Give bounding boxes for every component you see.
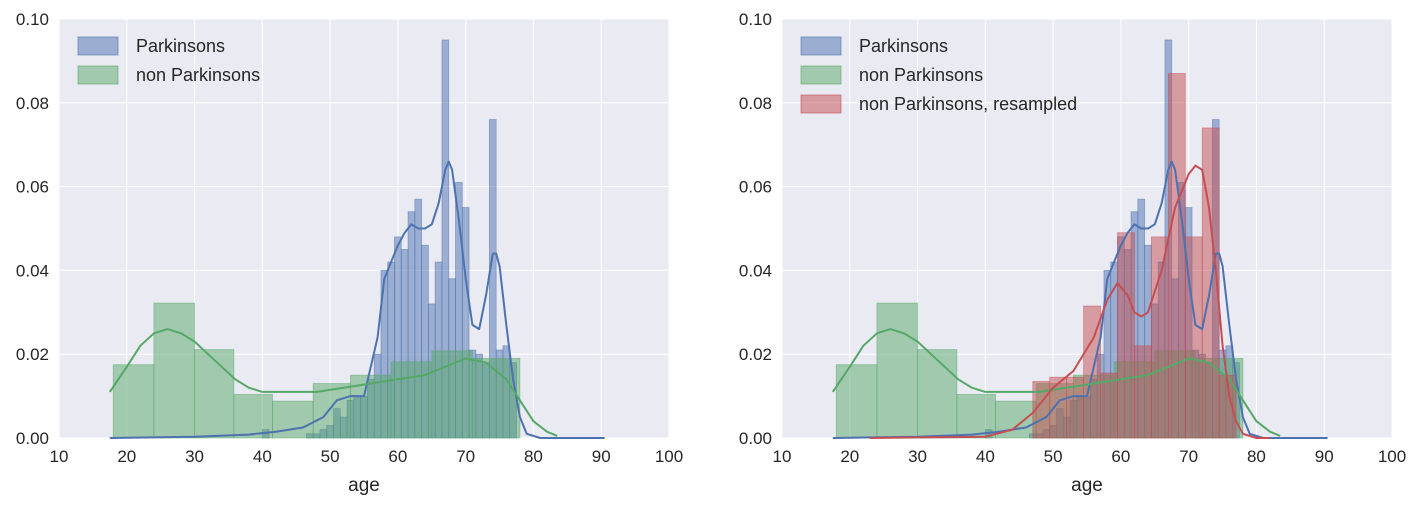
bar bbox=[1117, 232, 1135, 439]
x-tick-label: 100 bbox=[655, 447, 683, 466]
x-axis-label: age bbox=[348, 475, 380, 496]
x-tick-label: 50 bbox=[321, 447, 340, 466]
bar bbox=[876, 302, 918, 439]
bar bbox=[1167, 73, 1186, 439]
bar bbox=[835, 364, 878, 439]
kde-line-1 bbox=[109, 160, 605, 439]
y-tick-label: 0.04 bbox=[739, 261, 772, 280]
x-tick-label: 80 bbox=[1247, 447, 1266, 466]
bar bbox=[390, 361, 433, 439]
y-tick-label: 0.04 bbox=[16, 261, 49, 280]
x-tick-label: 90 bbox=[1315, 447, 1334, 466]
x-tick-label: 10 bbox=[50, 447, 69, 466]
y-tick-label: 0.00 bbox=[739, 429, 772, 448]
x-tick-label: 80 bbox=[524, 447, 543, 466]
bar bbox=[153, 302, 195, 439]
y-tick-label: 0.06 bbox=[16, 178, 49, 197]
x-tick-label: 30 bbox=[185, 447, 204, 466]
y-tick-label: 0.02 bbox=[739, 345, 772, 364]
bar bbox=[431, 350, 473, 439]
x-tick-label: 100 bbox=[1378, 447, 1406, 466]
bar bbox=[312, 383, 351, 439]
legend-swatch bbox=[77, 36, 119, 56]
bar bbox=[956, 394, 996, 439]
y-tick-label: 0.10 bbox=[739, 10, 772, 29]
legend-label: non Parkinsons, resampled bbox=[859, 94, 1077, 114]
bar bbox=[1049, 376, 1068, 439]
chart-panel-2: 10 20 30 40 50 60 70 80 90 100 0.00 0.02 0.04 0.06 0.0… bbox=[739, 10, 1406, 496]
x-tick-label: 40 bbox=[253, 447, 272, 466]
legend-swatch bbox=[800, 36, 842, 56]
histogram-2 bbox=[112, 302, 521, 439]
x-tick-label: 20 bbox=[840, 447, 859, 466]
y-tick-label: 0.00 bbox=[16, 429, 49, 448]
x-tick-label: 90 bbox=[592, 447, 611, 466]
y-tick-label: 0.08 bbox=[16, 94, 49, 113]
bar bbox=[350, 374, 392, 439]
x-tick-label: 60 bbox=[388, 447, 407, 466]
x-tick-label: 10 bbox=[773, 447, 792, 466]
legend-label: Parkinsons bbox=[859, 36, 948, 56]
bar bbox=[1218, 374, 1237, 439]
legend: Parkinsons non Parkinsons non Parkinsons, … bbox=[800, 36, 1077, 114]
x-axis-label: age bbox=[1071, 475, 1103, 496]
legend-label: non Parkinsons bbox=[136, 65, 260, 85]
x-tick-label: 40 bbox=[976, 447, 995, 466]
bar bbox=[1150, 236, 1169, 439]
bar bbox=[917, 349, 958, 439]
legend-label: Parkinsons bbox=[136, 36, 225, 56]
bar bbox=[272, 400, 314, 439]
chart-panel-1: 10 20 30 40 50 60 70 80 90 100 0.00 0.02 0.04 0.06 0.0… bbox=[16, 10, 683, 496]
y-tick-label: 0.02 bbox=[16, 345, 49, 364]
x-tick-label: 70 bbox=[456, 447, 475, 466]
bar bbox=[112, 364, 155, 439]
legend-swatch bbox=[800, 65, 842, 85]
x-tick-label: 60 bbox=[1111, 447, 1130, 466]
y-tick-label: 0.10 bbox=[16, 10, 49, 29]
legend-label: non Parkinsons bbox=[859, 65, 983, 85]
x-tick-label: 30 bbox=[908, 447, 927, 466]
kde-line-1 bbox=[832, 160, 1328, 439]
x-tick-label: 50 bbox=[1044, 447, 1063, 466]
bar bbox=[194, 349, 235, 439]
legend-swatch bbox=[800, 94, 842, 114]
legend-swatch bbox=[77, 65, 119, 85]
x-tick-label: 20 bbox=[117, 447, 136, 466]
y-tick-label: 0.08 bbox=[739, 94, 772, 113]
kde-line-3 bbox=[870, 164, 1270, 439]
bar bbox=[233, 394, 273, 439]
legend: Parkinsons non Parkinsons bbox=[77, 36, 260, 85]
y-tick-label: 0.06 bbox=[739, 178, 772, 197]
x-tick-label: 70 bbox=[1179, 447, 1198, 466]
kde-line-2 bbox=[108, 328, 558, 437]
bar bbox=[1134, 345, 1152, 439]
